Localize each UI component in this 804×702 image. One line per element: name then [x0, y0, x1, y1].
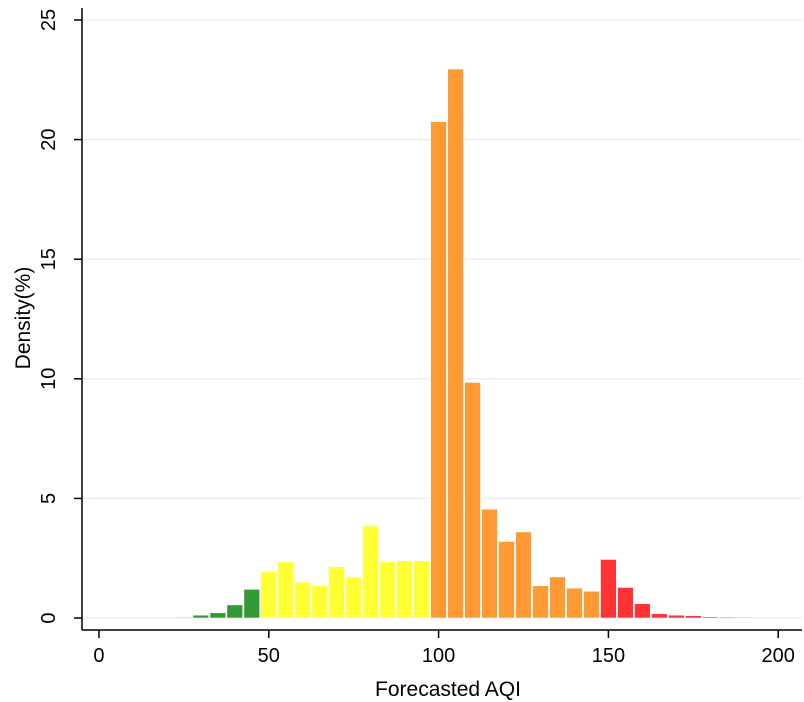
bar-65: [311, 585, 328, 619]
x-axis-title: Forecasted AQI: [375, 678, 521, 701]
bar-40: [226, 604, 244, 619]
bar-75: [345, 576, 362, 619]
bar-185: [719, 616, 736, 619]
y-tick-label-25: 25: [38, 9, 60, 31]
bar-125: [515, 531, 532, 619]
y-tick-label-15: 15: [38, 248, 60, 270]
bar-85: [379, 561, 396, 619]
y-tick-label-5: 5: [38, 493, 60, 504]
bar-200: [770, 617, 787, 619]
bar-55: [277, 561, 294, 619]
bar-145: [583, 590, 600, 619]
bar-30: [192, 614, 210, 619]
bar-170: [668, 614, 685, 619]
bar-135: [549, 576, 566, 619]
bar-25: [175, 617, 193, 619]
x-tick-label-100: 100: [422, 645, 455, 667]
bar-115: [481, 508, 498, 619]
bar-45: [243, 589, 261, 619]
bar-120: [498, 541, 515, 619]
bar-90: [396, 560, 413, 619]
bar-155: [617, 587, 634, 619]
bar-165: [651, 613, 668, 619]
y-axis-title: Density(%): [12, 267, 35, 370]
bar-50: [260, 571, 277, 619]
histogram-bars: [175, 68, 787, 619]
y-tick-label-20: 20: [38, 128, 60, 150]
bar-95: [413, 560, 430, 619]
bar-110: [464, 382, 481, 619]
y-axis-ticks: 0 5 10 15 20 25: [38, 9, 82, 624]
bar-35: [209, 612, 227, 619]
bar-70: [328, 566, 345, 619]
bar-175: [685, 615, 702, 619]
bar-60: [294, 581, 311, 619]
bar-80: [362, 525, 379, 619]
x-tick-label-50: 50: [258, 645, 280, 667]
x-axis-ticks: 0 50 100 150 200: [93, 630, 795, 667]
bar-140: [566, 587, 583, 619]
bar-100: [430, 121, 447, 619]
bar-105: [447, 68, 464, 619]
x-tick-label-150: 150: [592, 645, 625, 667]
y-tick-label-10: 10: [38, 368, 60, 390]
bar-180: [702, 616, 719, 619]
bar-130: [532, 585, 549, 619]
x-tick-label-200: 200: [762, 645, 795, 667]
axes: [81, 8, 802, 631]
bar-150: [600, 559, 617, 619]
y-tick-label-0: 0: [38, 612, 60, 623]
bar-160: [634, 603, 651, 619]
bar-190: [736, 617, 753, 619]
x-tick-label-0: 0: [93, 645, 104, 667]
